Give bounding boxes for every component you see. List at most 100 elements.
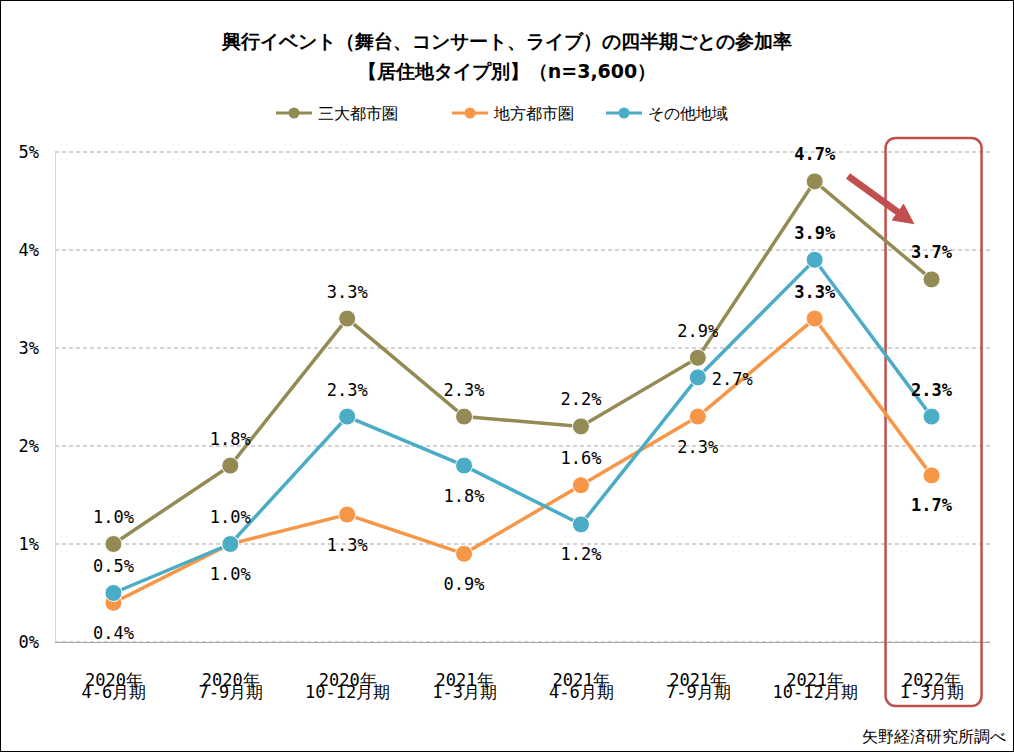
y-tick: 0%	[19, 632, 55, 652]
subtitle: 【居住地タイプ別】（n=3,600）	[358, 60, 657, 82]
y-tick-label: 3%	[19, 338, 39, 358]
x-tick: 2020年7-9月期	[198, 642, 263, 702]
point	[689, 349, 706, 366]
point	[222, 536, 239, 553]
series-line	[113, 319, 931, 603]
x-tick: 2020年10-12月期	[305, 642, 390, 702]
data-label: 0.5%	[93, 556, 134, 576]
y-axis: 0% 1% 2% 3% 4% 5%	[19, 142, 56, 652]
legend-marker	[619, 108, 630, 119]
point	[572, 477, 589, 494]
legend-marker	[289, 108, 300, 119]
y-tick-label: 5%	[19, 142, 39, 162]
y-tick: 5%	[19, 142, 55, 162]
data-label: 1.6%	[560, 448, 601, 468]
data-label: 2.3%	[677, 437, 718, 457]
point	[105, 536, 122, 553]
highlight-box	[886, 138, 982, 706]
data-label: 1.8%	[210, 429, 251, 449]
data-label: 1.0%	[210, 564, 251, 584]
point	[689, 369, 706, 386]
x-tick: 2021年10-12月期	[773, 642, 858, 702]
y-axis-line	[55, 153, 56, 643]
data-label: 1.7%	[911, 495, 953, 515]
x-tick-label: 2021年1-3月期	[432, 670, 497, 702]
data-label: 1.0%	[210, 507, 251, 527]
y-tick-label: 2%	[19, 436, 39, 456]
grid-line	[55, 152, 990, 153]
x-tick-label-line: 4-6月期	[549, 682, 614, 702]
point	[456, 408, 473, 425]
y-tick-label: 1%	[19, 534, 39, 554]
legend-marker	[465, 108, 476, 119]
x-tick-label-line: 4-6月期	[82, 682, 147, 702]
legend: 三大都市圏 地方都市圏 その他地域	[276, 104, 728, 123]
grid-line	[55, 250, 990, 251]
data-label: 0.9%	[444, 574, 485, 594]
data-labels: 1.0%1.8%3.3%2.3%2.2%2.9%4.7%3.7%0.4%1.0%…	[93, 144, 953, 642]
point	[105, 585, 122, 602]
grid-line	[55, 348, 990, 349]
x-tick-label-line: 7-9月期	[666, 682, 731, 702]
x-tick-label: 2021年10-12月期	[773, 670, 858, 702]
data-label: 4.7%	[794, 144, 836, 164]
data-label: 1.0%	[93, 507, 134, 527]
point	[339, 506, 356, 523]
point	[806, 173, 823, 190]
x-tick-label-line: 7-9月期	[198, 682, 263, 702]
data-label: 2.3%	[327, 380, 368, 400]
data-label: 3.7%	[911, 242, 953, 262]
data-label: 1.3%	[327, 535, 368, 555]
x-tick-label: 2020年10-12月期	[305, 670, 390, 702]
point	[456, 545, 473, 562]
point	[923, 271, 940, 288]
x-tick-label-line: 1-3月期	[432, 682, 497, 702]
x-tick-label-line: 10-12月期	[305, 682, 390, 702]
series-line	[113, 181, 931, 544]
data-label: 1.8%	[444, 486, 485, 506]
point	[923, 408, 940, 425]
legend-label: その他地域	[648, 104, 728, 123]
x-axis-line	[55, 642, 990, 643]
point	[572, 516, 589, 533]
data-label: 3.9%	[794, 223, 836, 243]
x-tick: 2022年1-3月期	[900, 642, 965, 702]
legend-item: 地方都市圏	[452, 104, 574, 123]
point	[806, 251, 823, 268]
data-label: 0.4%	[93, 623, 134, 643]
legend-label: 三大都市圏	[318, 104, 398, 123]
y-tick-label: 0%	[19, 632, 39, 652]
x-tick-label: 2020年7-9月期	[198, 670, 263, 702]
data-label: 2.3%	[911, 380, 953, 400]
x-axis: 2020年4-6月期 2020年7-9月期 2020年10-12月期 2021年1-3…	[55, 642, 990, 702]
point	[689, 408, 706, 425]
point	[222, 457, 239, 474]
x-tick-label: 2020年4-6月期	[82, 670, 147, 702]
grid-line	[55, 544, 990, 545]
data-label: 2.9%	[677, 321, 718, 341]
y-tick: 3%	[19, 338, 55, 358]
x-tick-label: 2021年4-6月期	[549, 670, 614, 702]
point	[572, 418, 589, 435]
x-tick-label: 2022年1-3月期	[900, 670, 965, 702]
y-tick: 1%	[19, 534, 55, 554]
data-label: 2.7%	[712, 369, 753, 389]
highlight-arrow	[848, 176, 906, 218]
x-tick: 2021年1-3月期	[432, 642, 497, 702]
y-tick: 2%	[19, 436, 55, 456]
legend-item: その他地域	[606, 104, 728, 123]
chart: 興行イベント（舞台、コンサート、ライブ）の四半期ごとの参加率【居住地タイプ別】（…	[0, 0, 1014, 752]
x-tick-label: 2021年7-9月期	[666, 670, 731, 702]
x-tick-label-line: 1-3月期	[900, 682, 965, 702]
data-label: 3.3%	[794, 282, 836, 302]
title: 興行イベント（舞台、コンサート、ライブ）の四半期ごとの参加率	[221, 30, 792, 52]
legend-item: 三大都市圏	[276, 104, 398, 123]
frame	[1, 1, 1014, 752]
y-tick: 4%	[19, 240, 55, 260]
point	[222, 536, 239, 553]
point	[456, 457, 473, 474]
grid-line	[55, 446, 990, 447]
x-tick-label-line: 10-12月期	[773, 682, 858, 702]
x-tick: 2020年4-6月期	[82, 642, 147, 702]
y-tick-label: 4%	[19, 240, 39, 260]
